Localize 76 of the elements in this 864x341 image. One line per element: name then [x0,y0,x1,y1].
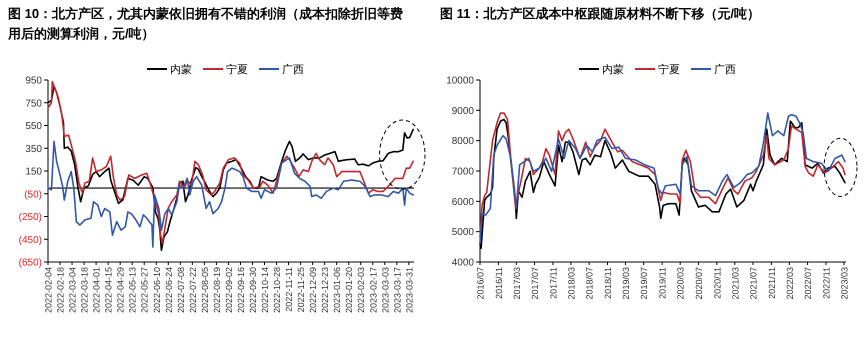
y-tick-label: 5000 [452,227,474,238]
x-tick-label: 2021/07 [748,267,759,300]
x-tick-label: 2020/07 [694,267,704,300]
x-tick-label: 2018/07 [584,267,595,300]
y-tick-label: 10000 [446,76,474,86]
x-tick-label: 2022-02-18 [56,267,66,314]
y-tick-label: 150 [25,166,42,178]
x-tick-label: 2022-10-14 [260,267,270,314]
x-tick-label: 2017/11 [548,267,558,299]
x-tick-label: 2022-05-27 [140,267,150,314]
x-tick-label: 2022/03 [784,267,795,300]
title: 图 11：北方产区成本中枢跟随原材料不断下移（元/吨） [440,6,760,21]
legend-label: 内蒙 [170,63,192,76]
x-tick-label: 2023-01-20 [344,267,354,314]
y-tick-label: 950 [25,76,42,86]
x-tick-label: 2017/07 [530,267,540,300]
x-tick-label: 2019/07 [639,267,650,300]
y-tick-label: 350 [25,144,42,155]
y-tick-label: (250) [18,212,42,223]
x-tick-label: 2018/03 [566,267,576,300]
x-tick-label: 2023/03 [839,267,850,300]
x-tick-label: 2023-03-03 [380,267,390,314]
x-tick-label: 2022-05-13 [128,267,138,314]
x-tick-label: 2023-01-06 [332,267,342,314]
x-tick-label: 2020/11 [712,267,722,299]
x-tick-label: 2023-02-17 [368,267,378,314]
x-tick-label: 2022-02-04 [44,267,54,314]
x-tick-label: 2021/03 [730,267,740,300]
y-tick-label: (450) [18,234,42,246]
x-tick-label: 2016/11 [494,267,504,299]
x-tick-label: 2022-09-16 [236,267,246,314]
y-tick-label: 550 [25,121,42,132]
x-tick-label: 2022-11-11 [284,267,294,312]
x-tick-label: 2022/11 [821,267,832,299]
legend-label: 广西 [282,63,304,76]
legend-label: 广西 [714,63,736,76]
x-tick-label: 2022/07 [803,267,814,300]
x-tick-label: 2017/03 [512,267,522,300]
x-tick-label: 2022-04-01 [92,267,102,314]
x-tick-label: 2022-04-15 [104,267,114,314]
y-tick-label: 6000 [452,196,474,208]
x-tick-label: 2022-12-09 [308,267,318,314]
x-tick-label: 2023-03-17 [392,267,402,314]
y-tick-label: (50) [24,189,42,200]
x-tick-label: 2021/11 [766,267,777,299]
x-tick-label: 2018/11 [603,267,614,299]
x-tick-label: 2020/03 [676,267,686,300]
legend-label: 内蒙 [602,63,624,76]
y-tick-label: 4000 [452,258,474,268]
x-tick-label: 2022-04-29 [116,267,126,314]
x-tick-label: 2022-09-30 [248,267,258,314]
x-tick-label: 2022-10-28 [272,267,282,314]
x-tick-label: 2022-08-05 [200,267,210,314]
x-tick-label: 2019/11 [658,267,668,299]
title: 图 10：北方产区，尤其内蒙依旧拥有不错的利润（成本扣除折旧等费用后的测算利润，元/吨） [8,6,404,41]
x-tick-label: 2023-03-31 [404,267,414,314]
x-tick-label: 2022-12-23 [320,267,330,314]
x-tick-label: 2022-03-04 [68,267,78,314]
x-tick-label: 2019/03 [620,267,631,300]
x-tick-label: 2016/07 [476,267,486,300]
x-tick-label: 2022-06-10 [152,267,162,314]
y-tick-label: 7000 [452,166,474,178]
x-tick-label: 2022-08-19 [212,267,222,314]
y-tick-label: 9000 [452,106,474,117]
x-tick-label: 2022-03-18 [80,267,90,314]
x-tick-label: 2022-09-02 [224,267,234,314]
y-tick-label: (650) [18,258,42,268]
y-tick-label: 8000 [452,136,474,148]
x-tick-label: 2023-02-03 [356,267,366,314]
x-tick-label: 2022-07-08 [176,267,186,314]
x-tick-label: 2022-06-24 [164,267,174,314]
y-tick-label: 750 [25,98,42,110]
legend-label: 宁夏 [658,63,680,76]
legend-label: 宁夏 [226,63,248,76]
x-tick-label: 2022-11-25 [296,267,306,312]
x-tick-label: 2022-07-22 [188,267,198,314]
